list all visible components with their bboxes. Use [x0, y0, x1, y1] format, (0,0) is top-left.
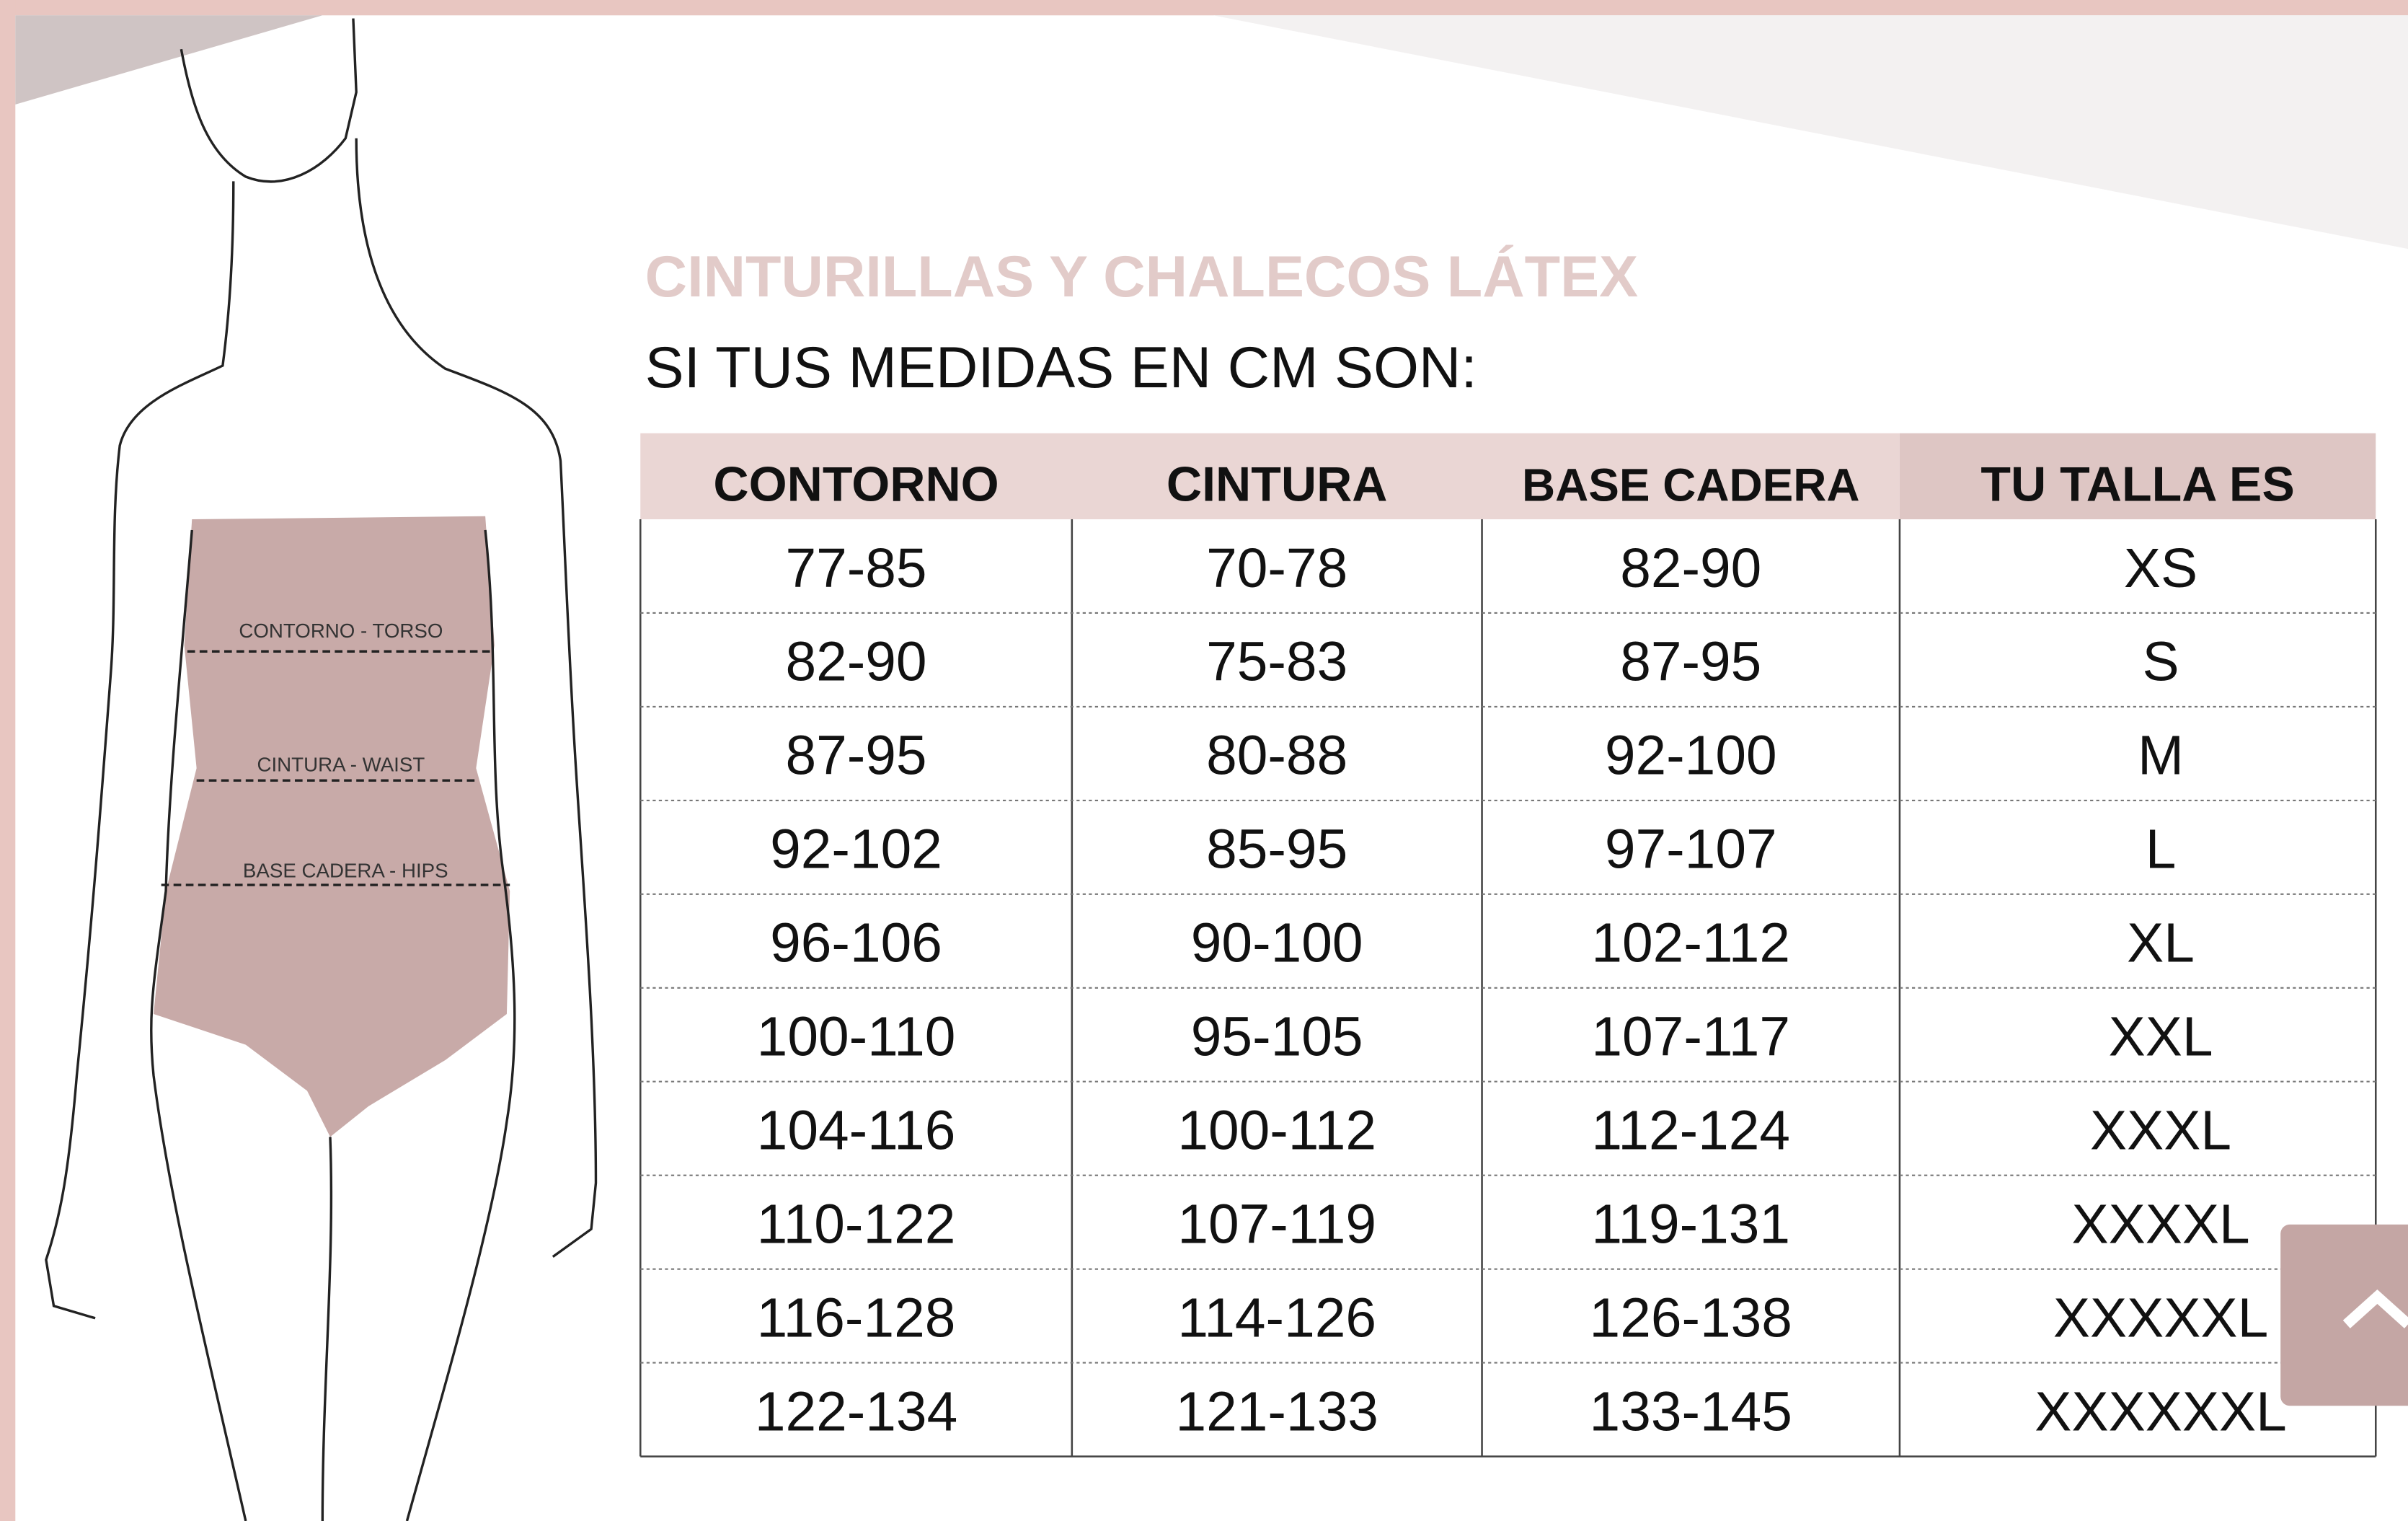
left-hip-outline: [149, 529, 247, 1521]
table-cell: 87-95: [785, 726, 926, 787]
right-hip-outline: [405, 529, 516, 1521]
scroll-top-bg[interactable]: [2280, 1224, 2408, 1406]
table-cell: 96-106: [770, 913, 942, 974]
top-border: [0, 0, 2408, 16]
size-table: CONTORNO CINTURA BASE CADERA TU TALLA ES 77-…: [639, 433, 2377, 1458]
garment-shape: [154, 516, 510, 1137]
table-cell: XXXXL: [2071, 1194, 2249, 1255]
header-bg: [640, 433, 1900, 520]
table-cell: 97-107: [1605, 819, 1777, 881]
table-cell: S: [2142, 632, 2179, 693]
table-cell: XXL: [2109, 1007, 2213, 1068]
left-border: [0, 0, 16, 1521]
figure-label: BASE CADERA - HIPS: [243, 859, 448, 881]
column-header: CONTORNO: [713, 457, 999, 511]
table-cell: 95-105: [1191, 1007, 1363, 1068]
table-cell: 80-88: [1206, 726, 1347, 787]
table-cell: 100-110: [757, 1007, 956, 1068]
column-header: CINTURA: [1167, 457, 1388, 511]
right-outline: [355, 138, 598, 1258]
body-figure: [45, 18, 598, 1521]
table-cell: 107-119: [1177, 1194, 1376, 1255]
table-cell: 116-128: [757, 1287, 956, 1349]
decor-triangle: [1213, 15, 2408, 250]
table-cell: 107-117: [1591, 1007, 1790, 1068]
scroll-top-button[interactable]: [2280, 1224, 2408, 1406]
table-cell: XXXXXL: [2053, 1287, 2268, 1349]
table-cell: 104-116: [757, 1100, 956, 1161]
head-outline: [180, 18, 358, 183]
table-cell: 70-78: [1206, 538, 1347, 599]
table-cell: 77-85: [785, 538, 926, 599]
table-cell: 126-138: [1590, 1287, 1792, 1349]
table-cell: 119-131: [1591, 1194, 1790, 1255]
header-bg-accent: [1899, 433, 2376, 520]
table-cell: 114-126: [1177, 1287, 1376, 1349]
table-cell: XS: [2124, 538, 2197, 599]
table-cell: 100-112: [1177, 1100, 1376, 1161]
column-header: BASE CADERA: [1522, 459, 1860, 511]
table-cell: 75-83: [1206, 632, 1347, 693]
table-cell: L: [2146, 819, 2177, 881]
table-cell: M: [2138, 726, 2184, 787]
subtitle: SI TUS MEDIDAS EN CM SON:: [645, 335, 1477, 400]
table-cell: 102-112: [1591, 913, 1790, 974]
table-cell: 85-95: [1206, 819, 1347, 881]
table-cell: XXXXXXL: [2035, 1381, 2286, 1442]
table-cell: 121-133: [1175, 1381, 1378, 1442]
leg-outline: [321, 1137, 333, 1521]
figure-label: CINTURA - WAIST: [257, 753, 425, 775]
table-cell: 122-134: [755, 1381, 957, 1442]
table-cell: XL: [2127, 913, 2195, 974]
table-cell: 110-122: [757, 1194, 956, 1255]
column-header: TU TALLA ES: [1980, 457, 2294, 511]
table-cell: 90-100: [1191, 913, 1363, 974]
title: CINTURILLAS Y CHALECOS LÁTEX: [645, 244, 1638, 309]
scroll-top-icon[interactable]: [2342, 1289, 2408, 1328]
table-cell: 82-90: [785, 632, 926, 693]
table-cell: 92-102: [770, 819, 942, 881]
left-outline: [45, 181, 235, 1320]
table-cell: 87-95: [1620, 632, 1761, 693]
table-cell: XXXL: [2090, 1100, 2231, 1161]
table-cell: 82-90: [1620, 538, 1761, 599]
figure-label: CONTORNO - TORSO: [239, 620, 443, 642]
table-cell: 92-100: [1605, 726, 1777, 787]
table-cell: 133-145: [1590, 1381, 1792, 1442]
table-cell: 112-124: [1591, 1100, 1790, 1161]
